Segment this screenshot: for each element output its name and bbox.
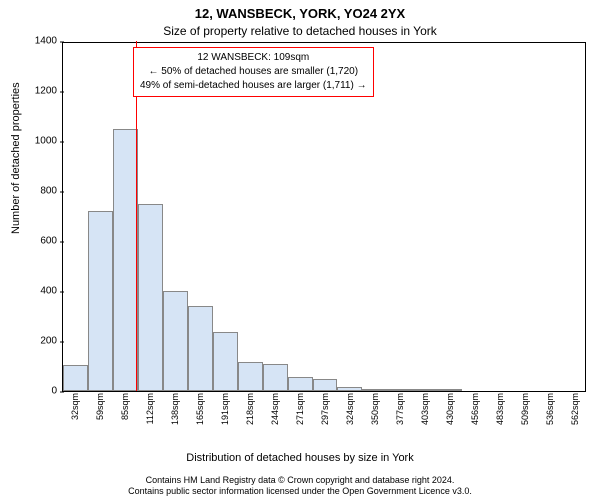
x-axis-label: Distribution of detached houses by size …	[0, 452, 600, 464]
y-tick: 1400	[35, 36, 63, 47]
x-tick: 403sqm	[420, 391, 430, 425]
x-tick: 191sqm	[220, 391, 230, 425]
y-tick: 800	[40, 186, 63, 197]
x-tick: 562sqm	[570, 391, 580, 425]
x-tick: 32sqm	[70, 391, 80, 420]
x-tick: 59sqm	[95, 391, 105, 420]
annotation-box: 12 WANSBECK: 109sqm← 50% of detached hou…	[133, 47, 374, 97]
histogram-bar	[337, 387, 362, 392]
x-tick: 244sqm	[270, 391, 280, 425]
histogram-bar	[387, 389, 412, 391]
x-tick: 377sqm	[395, 391, 405, 425]
footer-line-2: Contains public sector information licen…	[0, 486, 600, 498]
x-tick: 350sqm	[370, 391, 380, 425]
y-tick: 1200	[35, 86, 63, 97]
annotation-line: 12 WANSBECK: 109sqm	[140, 51, 367, 65]
histogram-bar	[138, 204, 163, 392]
y-axis-label: Number of detached properties	[10, 82, 22, 234]
chart-title: 12, WANSBECK, YORK, YO24 2YX	[0, 6, 600, 21]
x-tick: 324sqm	[345, 391, 355, 425]
footer-line-1: Contains HM Land Registry data © Crown c…	[0, 475, 600, 487]
histogram-bar	[288, 377, 313, 391]
histogram-bar	[213, 332, 238, 391]
histogram-bar	[362, 389, 387, 392]
histogram-bar	[313, 379, 338, 391]
x-tick: 85sqm	[120, 391, 130, 420]
x-tick: 165sqm	[195, 391, 205, 425]
x-tick: 509sqm	[520, 391, 530, 425]
histogram-bar	[437, 389, 462, 391]
y-tick: 1000	[35, 136, 63, 147]
x-tick: 138sqm	[170, 391, 180, 425]
x-tick: 483sqm	[495, 391, 505, 425]
y-tick: 0	[51, 386, 63, 397]
histogram-bar	[163, 291, 188, 391]
annotation-line: 49% of semi-detached houses are larger (…	[140, 79, 367, 93]
x-tick: 297sqm	[320, 391, 330, 425]
annotation-line: ← 50% of detached houses are smaller (1,…	[140, 65, 367, 79]
x-tick: 112sqm	[145, 391, 155, 424]
histogram-bar	[412, 389, 437, 391]
x-tick: 271sqm	[295, 391, 305, 425]
y-tick: 400	[40, 286, 63, 297]
histogram-bar	[63, 365, 88, 391]
histogram-bar	[238, 362, 263, 391]
chart-area: 020040060080010001200140032sqm59sqm85sqm…	[62, 42, 586, 392]
histogram-bar	[88, 211, 113, 391]
x-tick: 456sqm	[470, 391, 480, 425]
histogram-bar	[113, 129, 138, 392]
x-tick: 218sqm	[245, 391, 255, 425]
y-tick: 200	[40, 336, 63, 347]
x-tick: 430sqm	[445, 391, 455, 425]
chart-footer: Contains HM Land Registry data © Crown c…	[0, 475, 600, 498]
histogram-bar	[263, 364, 288, 392]
chart-subtitle: Size of property relative to detached ho…	[0, 24, 600, 38]
x-tick: 536sqm	[545, 391, 555, 425]
y-tick: 600	[40, 236, 63, 247]
histogram-bar	[188, 306, 213, 391]
